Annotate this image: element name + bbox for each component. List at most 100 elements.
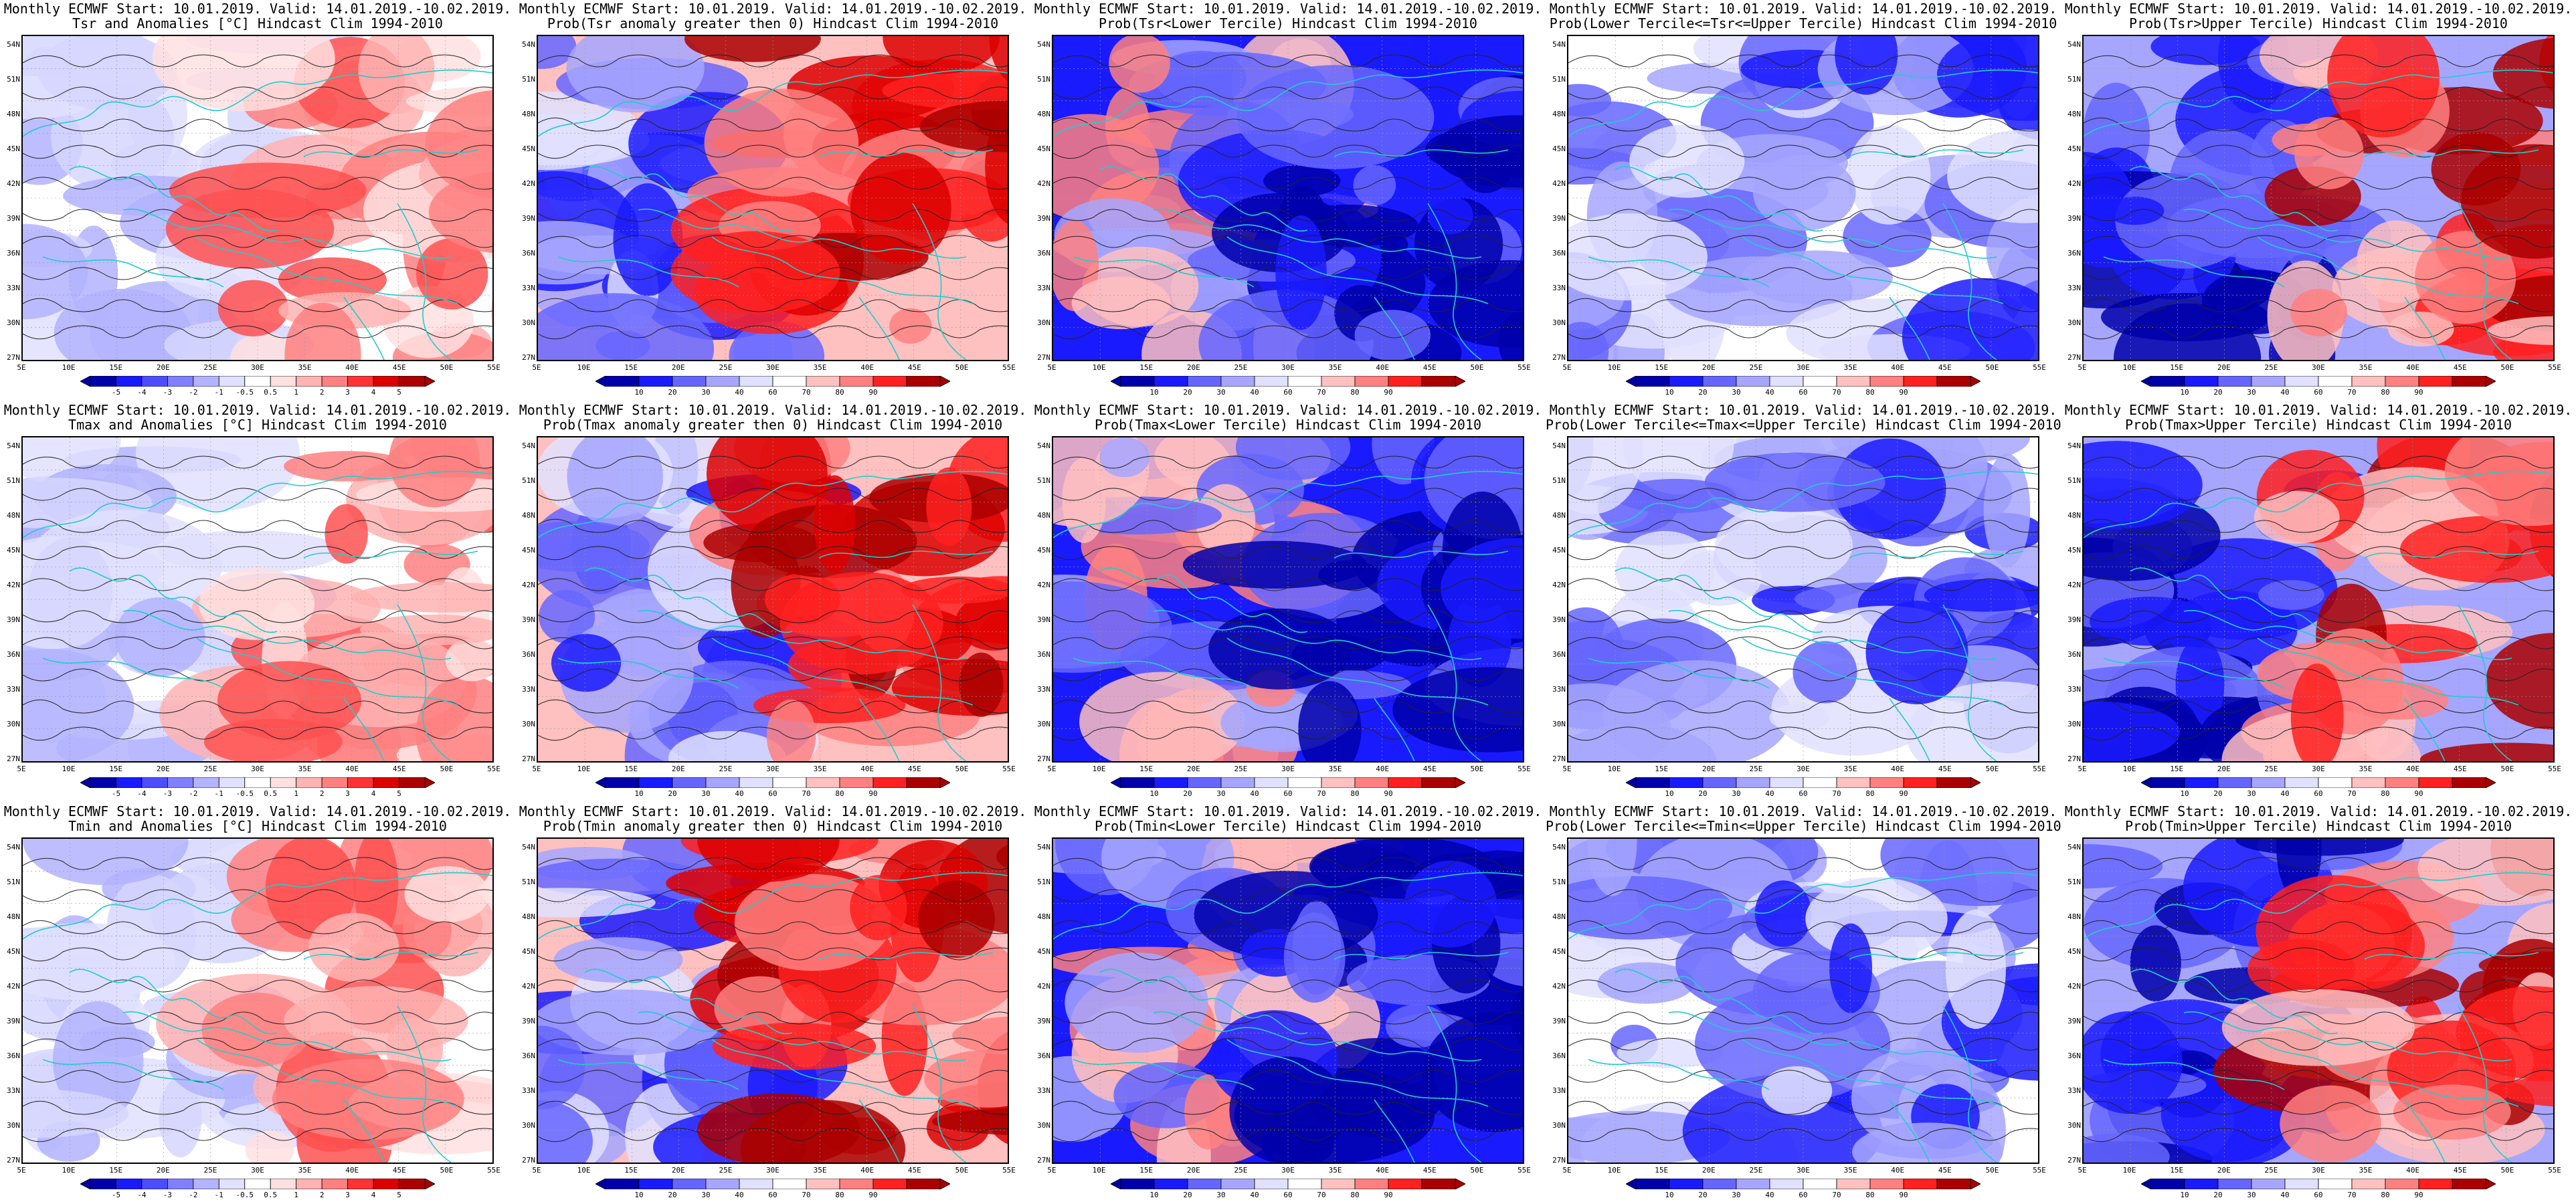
colorbar-label: 60 xyxy=(1799,388,1808,397)
colorbar xyxy=(2141,777,2496,788)
lat-tick-label: 39N xyxy=(522,615,535,624)
colorbar-label: 30 xyxy=(1732,388,1741,397)
lat-tick-label: 30N xyxy=(2067,318,2081,327)
panel-title-line1: Monthly ECMWF Start: 10.01.2019. Valid: … xyxy=(1034,1,1542,17)
forecast-map xyxy=(537,837,1009,1164)
colorbar-label: -5 xyxy=(111,388,121,397)
panel-title-line1: Monthly ECMWF Start: 10.01.2019. Valid: … xyxy=(519,1,1027,17)
lat-tick-label: 45N xyxy=(1552,947,1566,956)
lon-tick-label: 30E xyxy=(251,1166,264,1175)
colorbar xyxy=(595,777,950,788)
colorbar-label: 40 xyxy=(1250,388,1259,397)
map-field xyxy=(1053,36,1523,360)
lat-tick-label: 33N xyxy=(7,284,20,292)
lat-tick-label: 42N xyxy=(1552,179,1566,188)
lon-tick-label: 45E xyxy=(1938,765,1952,773)
colorbar-label: 90 xyxy=(868,388,878,397)
lon-tick-label: 55E xyxy=(1517,363,1531,372)
lat-tick-label: 39N xyxy=(2067,214,2081,223)
colorbar-label: 5 xyxy=(397,388,401,397)
colorbar-label: -1 xyxy=(214,789,223,798)
colorbar-label: 20 xyxy=(668,1191,677,1199)
lon-tick-label: 25E xyxy=(1234,765,1248,773)
lon-tick-label: 45E xyxy=(392,1166,406,1175)
lat-tick-label: 36N xyxy=(1037,249,1050,258)
lat-tick-label: 51N xyxy=(7,476,20,485)
colorbar-label: 20 xyxy=(1183,388,1192,397)
panel-title-line1: Monthly ECMWF Start: 10.01.2019. Valid: … xyxy=(2064,402,2573,418)
colorbar-label: 80 xyxy=(2381,1191,2390,1199)
lon-tick-label: 35E xyxy=(298,1166,312,1175)
lon-tick-label: 50E xyxy=(1470,765,1484,773)
lat-tick-label: 54N xyxy=(2067,843,2081,851)
panel-title-line1: Monthly ECMWF Start: 10.01.2019. Valid: … xyxy=(519,402,1027,418)
lon-tick-label: 5E xyxy=(1047,363,1056,372)
map-field xyxy=(538,437,1008,761)
colorbar-label: 80 xyxy=(835,388,844,397)
lat-tick-label: 30N xyxy=(1037,318,1050,327)
lat-tick-label: 39N xyxy=(1552,1017,1566,1025)
lat-tick-label: 42N xyxy=(2067,179,2081,188)
lon-tick-label: 5E xyxy=(2078,1166,2087,1175)
panel-title-line2: Prob(Tmax anomaly greater then 0) Hindca… xyxy=(543,417,1003,433)
colorbar-label: 10 xyxy=(634,1191,644,1199)
lat-tick-label: 45N xyxy=(1552,144,1566,153)
map-panel: Monthly ECMWF Start: 10.01.2019. Valid: … xyxy=(2061,803,2576,1204)
colorbar-label: 10 xyxy=(1665,388,1674,397)
colorbar-label: -1 xyxy=(214,1191,223,1199)
colorbar-label: 90 xyxy=(2414,388,2423,397)
lon-tick-label: 30E xyxy=(2312,1166,2325,1175)
lon-tick-label: 15E xyxy=(1655,1166,1669,1175)
lat-tick-label: 39N xyxy=(1552,615,1566,624)
lon-tick-label: 10E xyxy=(2122,363,2136,372)
colorbar-label: 70 xyxy=(1317,789,1326,798)
lon-tick-label: 50E xyxy=(1470,1166,1484,1175)
lat-tick-label: 45N xyxy=(1037,947,1050,956)
lon-tick-label: 55E xyxy=(1002,363,1016,372)
colorbar-label: 60 xyxy=(1283,388,1293,397)
colorbar-label: 10 xyxy=(2180,789,2189,798)
colorbar-label: 90 xyxy=(868,1191,878,1199)
lat-tick-label: 54N xyxy=(522,843,535,851)
lon-tick-label: 5E xyxy=(1562,363,1572,372)
lon-tick-label: 40E xyxy=(2406,765,2420,773)
lon-tick-label: 50E xyxy=(2500,363,2514,372)
colorbar-label: -0.5 xyxy=(236,388,254,397)
panel-title-line1: Monthly ECMWF Start: 10.01.2019. Valid: … xyxy=(3,803,512,819)
lon-tick-label: 50E xyxy=(1985,1166,1999,1175)
lat-tick-label: 51N xyxy=(1552,75,1566,84)
lat-tick-label: 48N xyxy=(1552,110,1566,118)
lat-tick-label: 30N xyxy=(522,720,535,728)
colorbar-label: 30 xyxy=(2247,388,2256,397)
colorbar-label: -0.5 xyxy=(236,1191,254,1199)
colorbar-label: 40 xyxy=(2280,789,2290,798)
colorbar-label: -0.5 xyxy=(236,789,254,798)
lon-tick-label: 45E xyxy=(1422,1166,1437,1175)
lat-tick-label: 27N xyxy=(1552,1156,1566,1165)
panel-title-line1: Monthly ECMWF Start: 10.01.2019. Valid: … xyxy=(2064,1,2573,17)
lat-tick-label: 27N xyxy=(1037,755,1050,763)
colorbar-label: 30 xyxy=(1732,1191,1741,1199)
lon-tick-label: 15E xyxy=(109,363,123,372)
lat-tick-label: 36N xyxy=(7,1051,20,1060)
lon-tick-label: 40E xyxy=(1376,765,1390,773)
colorbar-label: 70 xyxy=(1317,1191,1326,1199)
colorbar-label: 60 xyxy=(768,789,777,798)
lon-tick-label: 55E xyxy=(487,1166,500,1175)
map-field xyxy=(1568,36,2038,360)
forecast-map xyxy=(21,837,494,1164)
colorbar-label: 90 xyxy=(1384,388,1393,397)
lon-tick-label: 45E xyxy=(907,363,921,372)
lat-tick-label: 39N xyxy=(522,1017,535,1025)
lon-tick-label: 30E xyxy=(251,363,264,372)
lon-tick-label: 40E xyxy=(860,765,875,773)
lon-tick-label: 55E xyxy=(487,363,500,372)
lat-tick-label: 33N xyxy=(1037,284,1050,292)
lat-tick-label: 27N xyxy=(1037,353,1050,362)
colorbar-label: 10 xyxy=(1149,388,1159,397)
forecast-map xyxy=(537,436,1009,763)
colorbar-label: 90 xyxy=(1899,388,1908,397)
lat-tick-label: 33N xyxy=(1037,685,1050,694)
lat-tick-label: 54N xyxy=(1037,441,1050,450)
lon-tick-label: 55E xyxy=(2033,765,2046,773)
